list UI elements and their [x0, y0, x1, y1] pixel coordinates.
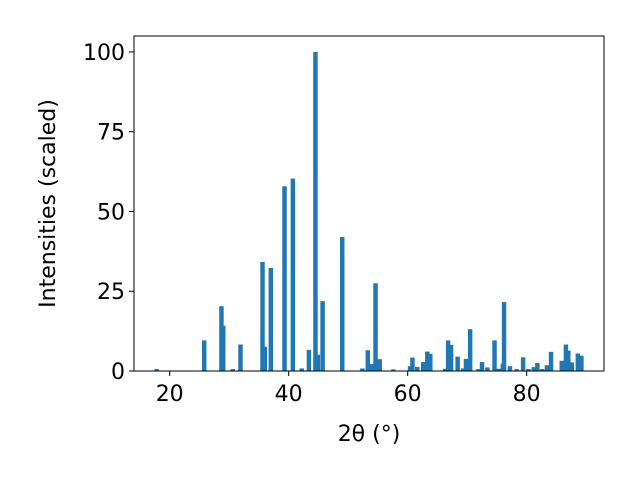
bar: [340, 237, 345, 371]
bar: [526, 369, 531, 371]
bar: [410, 357, 415, 371]
bar: [539, 369, 545, 371]
bar: [467, 329, 473, 371]
bar: [360, 368, 365, 371]
bar: [575, 353, 581, 371]
x-tick-label: 60: [394, 382, 422, 407]
bar: [377, 359, 382, 371]
y-tick-label: 25: [97, 280, 125, 305]
bar: [544, 365, 550, 371]
bar: [428, 353, 433, 371]
bar: [579, 355, 584, 371]
bar: [262, 346, 268, 371]
bar: [315, 354, 321, 371]
bar: [290, 178, 296, 371]
bar: [306, 349, 312, 371]
bar: [492, 340, 497, 371]
bar: [442, 368, 448, 371]
bars-group: [154, 51, 584, 371]
bar: [365, 350, 371, 371]
bar: [369, 363, 375, 371]
x-tick-label: 20: [156, 382, 184, 407]
bar: [520, 357, 526, 371]
bar: [391, 369, 396, 371]
bar: [559, 360, 564, 371]
bar: [407, 366, 413, 371]
bar: [485, 367, 490, 371]
bar: [425, 351, 430, 371]
bar: [501, 302, 507, 371]
y-tick-label: 0: [111, 360, 125, 385]
bar: [507, 366, 513, 371]
bar: [221, 325, 226, 371]
bar: [268, 267, 274, 371]
bar: [514, 369, 519, 371]
bar: [531, 367, 537, 371]
bar: [548, 351, 554, 371]
bar: [201, 340, 207, 371]
x-axis-ticks: 20 40 60 80: [156, 371, 541, 407]
bar: [260, 261, 265, 371]
bar: [154, 369, 159, 371]
bar: [455, 356, 460, 371]
bar: [563, 344, 569, 371]
bar: [535, 363, 540, 371]
bar: [414, 366, 420, 371]
plot-frame: [133, 35, 605, 372]
y-axis-label: Intensities (scaled): [36, 99, 61, 308]
bar: [320, 301, 325, 371]
bar: [463, 358, 469, 371]
y-axis-ticks: 0 25 50 75 100: [83, 41, 134, 385]
bar: [460, 368, 466, 371]
bar: [479, 362, 485, 371]
bar: [569, 362, 575, 371]
bar: [313, 51, 318, 371]
y-tick-label: 100: [83, 41, 125, 66]
bar: [476, 369, 481, 371]
bar: [420, 362, 426, 371]
bar: [373, 283, 378, 371]
bar: [299, 368, 304, 371]
y-tick-label: 75: [97, 121, 125, 146]
x-tick-label: 40: [275, 382, 303, 407]
x-tick-label: 80: [513, 382, 541, 407]
y-tick-label: 50: [97, 200, 125, 225]
bar: [238, 344, 243, 371]
x-axis-label: 2θ (°): [338, 422, 401, 447]
bar: [448, 344, 454, 371]
bar: [282, 186, 287, 371]
bar: [496, 368, 501, 371]
bar: [230, 369, 235, 371]
bar: [566, 350, 571, 371]
bar: [445, 340, 451, 371]
